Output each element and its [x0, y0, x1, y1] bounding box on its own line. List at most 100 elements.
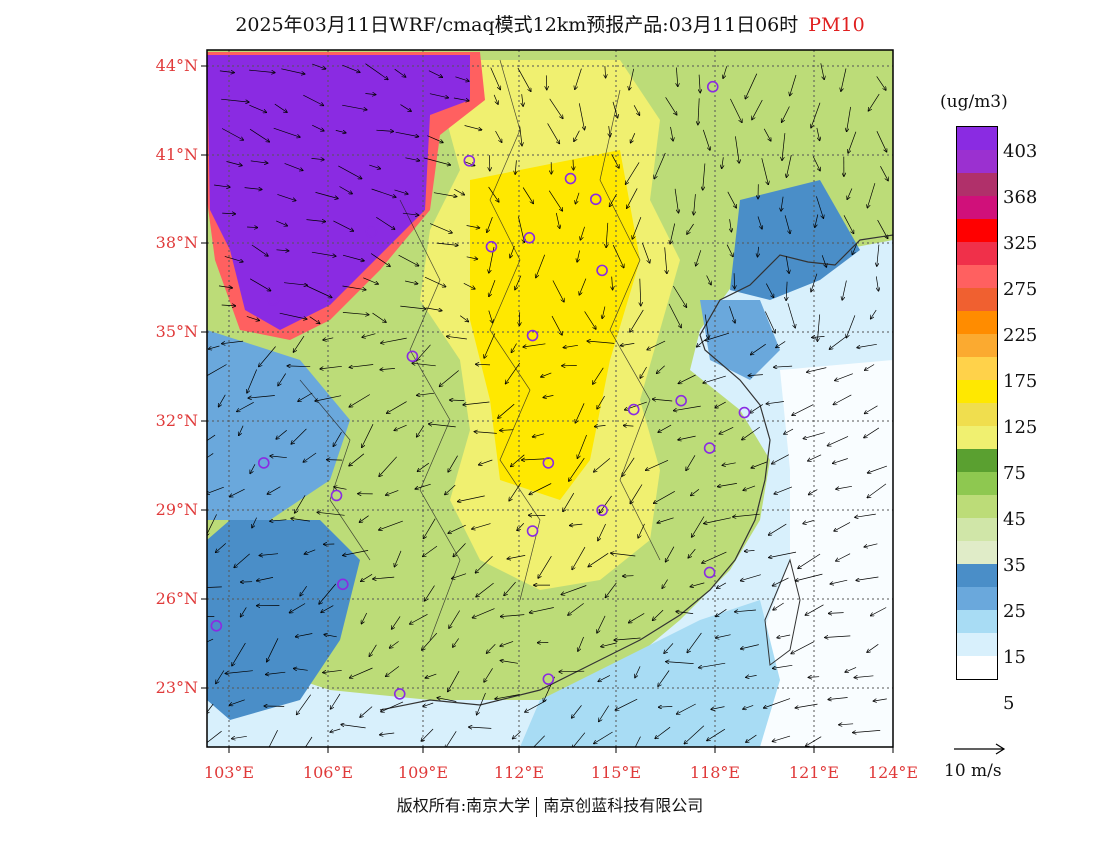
wind-arrow	[828, 698, 848, 700]
wind-arrow	[477, 692, 486, 715]
wind-arrow	[331, 693, 341, 709]
wind-arrow	[773, 577, 789, 586]
wind-arrow	[402, 213, 419, 215]
wind-arrow	[811, 102, 821, 128]
wind-arrow	[398, 254, 419, 266]
wind-arrow	[694, 194, 696, 215]
wind-arrow	[303, 452, 317, 462]
wind-arrow	[504, 581, 516, 595]
wind-arrow	[741, 644, 759, 649]
wind-arrow	[276, 430, 287, 439]
city-marker	[627, 403, 640, 416]
map-title: 2025年03月11日WRF/cmaq模式12km预报产品:03月11日06时 P…	[0, 10, 1100, 37]
wind-arrow	[587, 341, 615, 344]
wind-arrow	[784, 428, 794, 434]
wind-arrow	[690, 582, 705, 587]
wind-arrow	[877, 219, 888, 238]
wind-arrow	[704, 314, 708, 339]
wind-arrow	[572, 546, 586, 569]
wind-arrow	[664, 247, 667, 273]
wind-arrow	[363, 277, 378, 284]
wind-arrow	[311, 251, 336, 256]
city-marker	[393, 688, 406, 700]
wind-arrow	[427, 135, 443, 143]
city-marker	[542, 457, 555, 469]
wind-arrow	[530, 607, 554, 613]
wind-arrow	[665, 97, 677, 115]
wind-arrow	[743, 485, 756, 490]
wind-arrow	[764, 698, 791, 708]
wind-arrow	[711, 706, 725, 710]
wind-arrow	[836, 553, 851, 561]
map-frame	[206, 49, 894, 748]
wind-arrow	[629, 68, 635, 90]
wind-arrow	[515, 160, 516, 174]
wind-arrow	[640, 278, 641, 306]
wind-arrow	[304, 549, 316, 554]
wind-arrow	[867, 483, 887, 498]
wind-arrow	[574, 130, 580, 142]
wind-arrow	[836, 485, 852, 489]
wind-arrow	[766, 401, 784, 404]
wind-arrow	[578, 636, 584, 651]
wind-arrow	[319, 583, 337, 604]
wind-arrow	[417, 344, 431, 361]
wind-arrow	[834, 522, 851, 531]
wind-arrow	[853, 730, 881, 732]
wind-arrow	[300, 586, 307, 596]
wind-arrow	[412, 363, 436, 367]
wind-reference-label: 10 m/s	[944, 761, 1002, 781]
city-marker	[706, 80, 719, 93]
wind-arrow	[658, 670, 670, 687]
city-marker	[267, 294, 280, 306]
wind-arrow	[276, 250, 289, 251]
wind-arrow	[773, 602, 784, 610]
legend-color-cell	[957, 472, 997, 495]
wind-arrow	[629, 613, 645, 622]
wind-arrow	[552, 280, 564, 302]
wind-arrow	[429, 223, 452, 233]
wind-arrow	[664, 643, 674, 653]
wind-arrow	[273, 127, 300, 137]
wind-arrow	[268, 730, 278, 747]
wind-arrow	[729, 306, 735, 323]
wind-arrow	[790, 74, 797, 96]
wind-arrow	[511, 343, 517, 353]
wind-arrow	[856, 576, 879, 580]
wind-arrow	[237, 401, 254, 411]
wind-arrow	[751, 343, 766, 355]
wind-arrow	[610, 194, 617, 206]
wind-arrow	[323, 338, 334, 340]
wind-arrow	[786, 154, 792, 177]
wind-arrow	[487, 643, 496, 653]
city-marker	[589, 193, 602, 206]
wind-arrow	[880, 166, 888, 180]
lat-label-44: 44°N	[155, 56, 198, 75]
wind-arrow	[602, 306, 606, 319]
wind-arrow	[575, 68, 582, 90]
wind-arrow	[774, 486, 793, 494]
wind-arrow	[239, 425, 244, 436]
wind-arrow	[513, 731, 521, 739]
wind-arrow	[426, 307, 442, 311]
wind-arrow	[784, 215, 790, 233]
legend-color-cell	[957, 242, 997, 265]
wind-arrow	[551, 315, 562, 335]
legend-color-cell	[957, 219, 997, 242]
wind-arrow	[386, 490, 399, 495]
wind-arrow	[472, 523, 491, 530]
lat-label-26: 26°N	[155, 589, 198, 608]
wind-arrow	[421, 728, 434, 741]
wind-arrow	[405, 157, 419, 161]
wind-arrow	[670, 223, 676, 244]
wind-arrow	[523, 343, 546, 347]
wind-arrow	[688, 548, 696, 558]
wind-arrow	[500, 661, 518, 664]
wind-arrow	[746, 734, 757, 742]
wind-arrow	[634, 736, 641, 747]
wind-arrow	[400, 104, 412, 112]
wind-arrow	[676, 612, 694, 614]
wind-arrow	[209, 345, 220, 349]
wind-arrow	[847, 106, 851, 132]
